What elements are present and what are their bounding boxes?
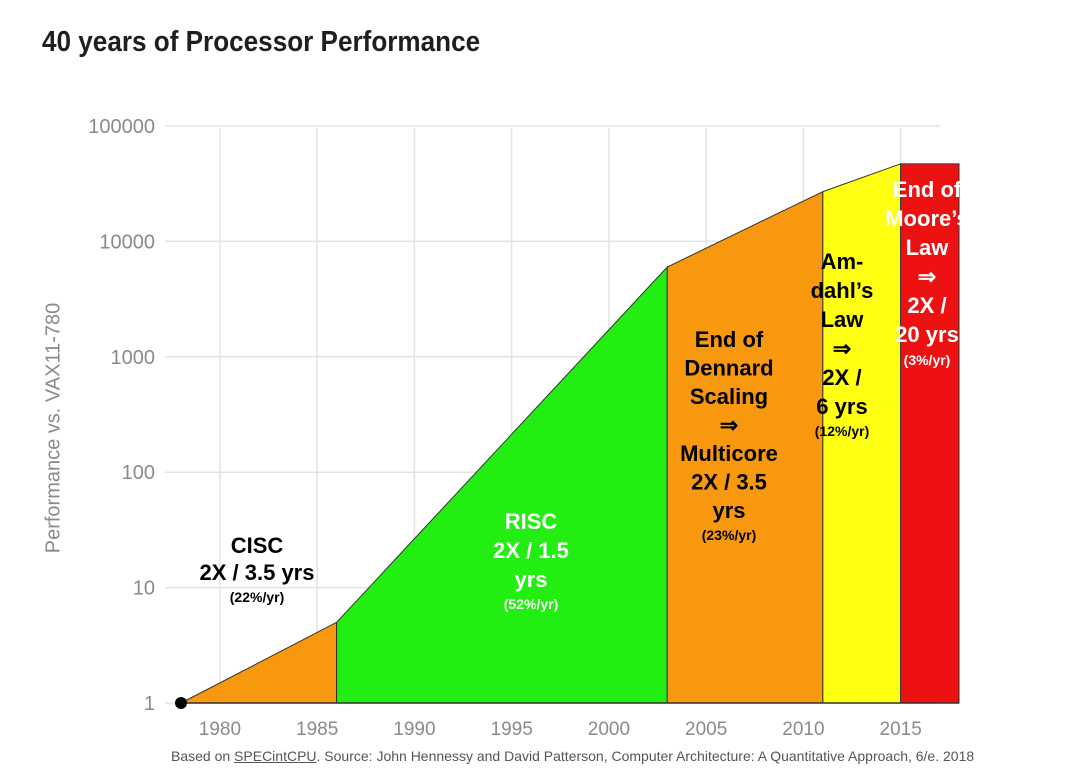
source-footnote: Based on SPECintCPU. Source: John Hennes…	[171, 748, 974, 764]
region-label-line: CISC	[231, 533, 284, 558]
region-label-line: End of	[893, 177, 962, 202]
region-label-line: yrs	[514, 567, 547, 592]
region-rate-label: (52%/yr)	[504, 596, 558, 612]
y-axis-label: Performance vs. VAX11-780	[42, 302, 65, 554]
x-tick-label: 1985	[296, 719, 338, 740]
footnote-source: . Source: John Hennessy and David Patter…	[316, 748, 975, 764]
footnote-specint: SPECintCPU	[234, 748, 317, 764]
region-label-line: 2X /	[822, 365, 861, 390]
region-0	[180, 621, 338, 704]
region-label-line: End of	[695, 327, 764, 352]
region-label-line: dahl’s	[811, 278, 874, 303]
region-rate-label: (23%/yr)	[702, 527, 756, 543]
region-label-line: ⇒	[720, 413, 738, 438]
axis-ticks: 1 10 100 1000 10000 100000 1980 1985 1990 1995 200…	[88, 116, 922, 740]
x-tick-label: 1990	[393, 719, 435, 740]
region-label-line: 2X /	[907, 293, 946, 318]
x-tick-label: 1995	[491, 719, 533, 740]
y-tick-label: 10	[133, 578, 155, 600]
region-label-line: 2X / 3.5	[691, 470, 767, 495]
region-label-line: Law	[821, 307, 865, 332]
performance-areas	[175, 163, 960, 709]
region-1	[336, 265, 668, 704]
region-label-line: Dennard	[684, 356, 773, 381]
region-label-line: yrs	[712, 498, 745, 523]
footnote-prefix: Based on	[171, 748, 235, 764]
region-label-line: Moore’s	[885, 206, 969, 231]
x-tick-label: 1980	[199, 719, 241, 740]
region-label-line: 2X / 1.5	[493, 538, 569, 563]
region-label-line: 2X / 3.5 yrs	[200, 560, 315, 585]
region-label-line: Scaling	[690, 384, 768, 409]
start-marker	[175, 697, 187, 709]
region-label-line: Multicore	[680, 441, 778, 466]
region-label-line: Law	[906, 235, 950, 260]
region-label-line: ⇒	[918, 264, 936, 289]
region-rate-label: (22%/yr)	[230, 589, 284, 605]
x-tick-label: 2010	[782, 719, 824, 740]
x-tick-label: 2015	[880, 719, 922, 740]
x-tick-label: 2000	[588, 719, 630, 740]
region-label-line: ⇒	[833, 336, 851, 361]
region-rate-label: (12%/yr)	[815, 423, 869, 439]
y-tick-label: 100000	[88, 116, 155, 138]
x-tick-label: 2005	[685, 719, 727, 740]
region-label-line: RISC	[505, 509, 558, 534]
y-tick-label: 1000	[111, 347, 156, 369]
region-label-line: 6 yrs	[816, 394, 867, 419]
region-label-line: Am-	[821, 249, 864, 274]
y-tick-label: 10000	[99, 231, 155, 253]
region-rate-label: (3%/yr)	[904, 352, 951, 368]
chart-title: 40 years of Processor Performance	[42, 26, 481, 58]
y-tick-label: 1	[144, 693, 155, 715]
region-label-line: 20 yrs	[895, 322, 959, 347]
y-tick-label: 100	[122, 462, 155, 484]
